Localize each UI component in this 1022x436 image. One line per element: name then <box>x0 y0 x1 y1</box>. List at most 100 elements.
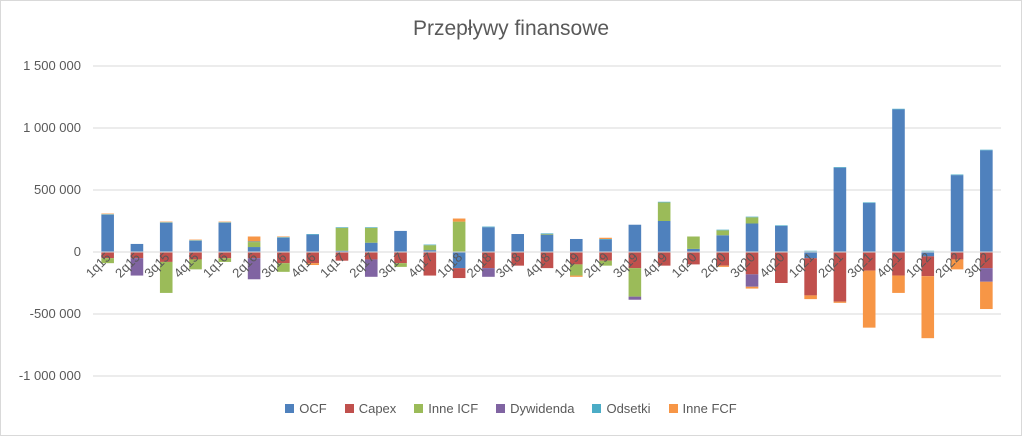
bar-odsetki <box>775 225 788 226</box>
bar-odsetki <box>189 240 202 241</box>
legend-item: OCF <box>285 401 327 416</box>
bar-dywidenda <box>745 274 759 287</box>
bar-inne-fcf <box>833 301 847 303</box>
bar-odsetki <box>306 234 319 235</box>
bar-odsetki <box>657 201 671 203</box>
bar-capex <box>306 252 319 264</box>
bar-ocf <box>569 238 583 252</box>
legend-item: Capex <box>344 401 396 416</box>
bar-capex <box>950 252 964 260</box>
bar-capex <box>716 252 730 266</box>
bar-capex <box>775 252 788 283</box>
y-tick-label: 0 <box>74 244 81 259</box>
bar-ocf <box>452 252 466 269</box>
bar-ocf <box>540 234 554 252</box>
bar-odsetki <box>804 250 817 252</box>
bar-inne-icf <box>423 245 437 251</box>
bar-inne-fcf <box>980 281 993 310</box>
bar-dywidenda <box>628 296 642 300</box>
legend-swatch <box>285 404 295 413</box>
bar-odsetki <box>950 174 964 176</box>
legend-label: Odsetki <box>606 401 651 416</box>
bar-inne-fcf <box>452 218 466 222</box>
bar-ocf <box>921 252 935 257</box>
bar-ocf <box>716 235 730 252</box>
bar-capex <box>277 252 290 264</box>
bar-odsetki <box>423 244 437 246</box>
bar-capex <box>423 252 437 276</box>
bar-capex <box>745 252 759 275</box>
bar-odsetki <box>862 202 876 204</box>
bar-inne-fcf <box>247 236 261 242</box>
bar-odsetki <box>101 214 114 215</box>
bar-capex <box>452 268 466 279</box>
bar-capex <box>247 252 261 259</box>
y-tick-label: 1 500 000 <box>23 58 81 73</box>
bar-capex <box>921 256 935 277</box>
chart-title: Przepływy finansowe <box>412 17 610 40</box>
legend-swatch <box>344 404 354 413</box>
bar-dywidenda <box>247 258 261 280</box>
bar-capex <box>569 252 583 265</box>
bar-ocf <box>423 250 437 252</box>
bar-ocf <box>775 225 788 252</box>
legend-swatch <box>592 404 602 413</box>
y-tick-label: 1 000 000 <box>23 120 81 135</box>
bar-capex <box>130 252 144 259</box>
bar-odsetki <box>921 250 935 252</box>
bar-odsetki <box>277 237 290 238</box>
bar-ocf <box>277 237 290 252</box>
bar-capex <box>687 252 700 265</box>
bar-ocf <box>687 248 700 252</box>
bar-inne-icf <box>687 236 700 249</box>
bar-inne-icf <box>657 202 671 221</box>
y-tick-label: -1 000 000 <box>19 368 81 383</box>
bar-inne-icf <box>540 234 554 235</box>
legend-swatch <box>668 404 678 413</box>
bar-inne-fcf <box>892 275 905 293</box>
legend-label: OCF <box>299 401 327 416</box>
legend-item: Inne FCF <box>668 401 737 416</box>
bar-inne-fcf <box>189 239 202 241</box>
bar-inne-fcf <box>862 270 876 328</box>
bar-capex <box>980 252 993 269</box>
bar-odsetki <box>833 167 847 168</box>
bar-capex <box>657 252 671 266</box>
bar-inne-fcf <box>569 275 583 277</box>
bar-capex <box>862 252 876 271</box>
bar-ocf <box>862 203 876 252</box>
bar-inne-icf <box>452 221 466 252</box>
legend-swatch <box>496 404 506 413</box>
bar-ocf <box>599 239 612 252</box>
bar-inne-icf <box>394 263 407 267</box>
bar-odsetki <box>745 216 759 218</box>
bar-ocf <box>247 247 261 252</box>
bar-capex <box>511 252 525 266</box>
bar-ocf <box>745 223 759 252</box>
bar-inne-fcf <box>306 263 319 266</box>
bar-ocf <box>950 175 964 252</box>
y-tick-label: -500 000 <box>30 306 81 321</box>
bar-capex <box>218 252 232 259</box>
bar-capex <box>628 252 642 269</box>
bar-odsetki <box>364 227 378 228</box>
bar-odsetki <box>335 227 349 228</box>
bar-capex <box>599 252 612 261</box>
bar-inne-icf <box>745 217 759 224</box>
bar-capex <box>482 252 495 269</box>
bar-inne-fcf <box>950 259 964 270</box>
bar-ocf <box>804 252 817 259</box>
bar-ocf <box>980 150 993 252</box>
bar-inne-icf <box>569 264 583 276</box>
bar-ocf <box>657 221 671 252</box>
bar-dywidenda <box>980 268 993 282</box>
bar-odsetki <box>247 241 261 243</box>
bar-odsetki <box>980 149 993 151</box>
bar-inne-fcf <box>745 286 759 289</box>
legend-label: Inne FCF <box>682 401 737 416</box>
bar-dywidenda <box>130 258 144 276</box>
bar-ocf <box>335 250 349 252</box>
bar-ocf <box>218 222 232 252</box>
bar-inne-icf <box>101 258 114 264</box>
